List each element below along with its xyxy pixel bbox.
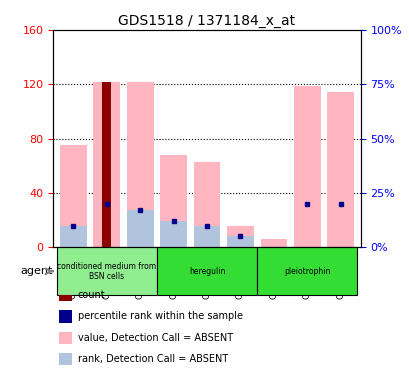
FancyBboxPatch shape	[157, 248, 256, 295]
Bar	[60, 146, 87, 248]
FancyBboxPatch shape	[56, 248, 157, 295]
Bar	[227, 237, 253, 248]
FancyBboxPatch shape	[256, 248, 357, 295]
Bar	[59, 310, 72, 322]
Text: heregulin: heregulin	[189, 267, 225, 276]
Bar	[93, 82, 120, 248]
Bar	[160, 155, 187, 248]
Bar	[260, 239, 287, 248]
Text: pleiotrophin: pleiotrophin	[283, 267, 330, 276]
Bar	[160, 221, 187, 248]
Bar	[293, 86, 320, 248]
Title: GDS1518 / 1371184_x_at: GDS1518 / 1371184_x_at	[118, 13, 295, 28]
Bar	[193, 162, 220, 248]
Bar	[193, 226, 220, 248]
Bar	[102, 82, 111, 248]
Bar	[126, 210, 153, 248]
Text: count: count	[78, 290, 105, 300]
Text: rank, Detection Call = ABSENT: rank, Detection Call = ABSENT	[78, 354, 227, 364]
Text: percentile rank within the sample: percentile rank within the sample	[78, 312, 242, 321]
Text: agent: agent	[20, 266, 52, 276]
Bar	[59, 332, 72, 344]
Bar	[326, 93, 353, 248]
Bar	[227, 226, 253, 248]
Bar	[60, 226, 87, 248]
Text: value, Detection Call = ABSENT: value, Detection Call = ABSENT	[78, 333, 232, 343]
Bar	[59, 289, 72, 301]
Bar	[126, 82, 153, 248]
Text: conditioned medium from
BSN cells: conditioned medium from BSN cells	[57, 262, 156, 281]
Bar	[59, 353, 72, 365]
